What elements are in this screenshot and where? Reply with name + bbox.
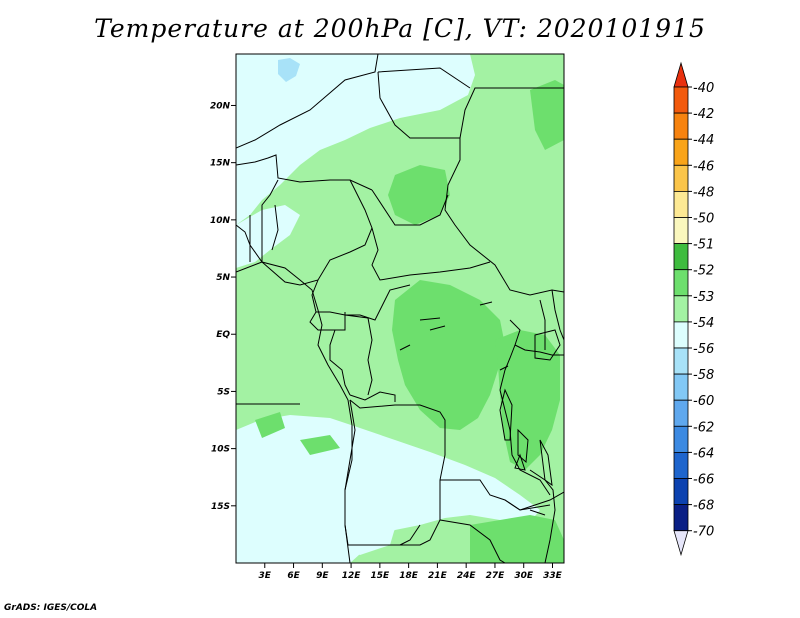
colorbar-label: -48 [693, 185, 714, 200]
lon-tick-label: 30E [514, 571, 534, 581]
field-region-52-west [255, 412, 285, 438]
colorbar-segment [673, 347, 689, 375]
colorbar-label: -68 [693, 499, 714, 514]
lake-chad [278, 58, 300, 82]
lat-tick-label: 20N [210, 101, 231, 111]
colorbar-segment [673, 217, 689, 245]
colorbar-segment [673, 269, 689, 297]
colorbar-label: -58 [693, 368, 714, 383]
colorbar-label: -51 [693, 238, 714, 253]
map-frame [235, 53, 565, 564]
lat-tick-label: 10S [211, 445, 230, 455]
lon-tick-label: 21E [428, 571, 448, 581]
chart-title: Temperature at 200hPa [C], VT: 202010191… [94, 14, 706, 43]
lat-tick-label: 5S [217, 387, 230, 397]
lon-tick-label: 12E [342, 571, 362, 581]
lon-tick-label: 24E [457, 571, 477, 581]
field-region-52-north [388, 165, 450, 225]
field-region-52-central [392, 280, 505, 430]
colorbar-segment [673, 373, 689, 401]
colorbar-segment [673, 86, 689, 114]
colorbar-top-arrow [673, 61, 689, 88]
field-region-52-northeast [530, 80, 564, 150]
colorbar-segment [673, 478, 689, 506]
colorbar-segment [673, 451, 689, 479]
lon-tick-label: 33E [543, 571, 563, 581]
colorbar-label: -44 [693, 133, 714, 148]
colorbar-label: -70 [693, 525, 714, 540]
lat-tick-label: 15N [210, 159, 231, 169]
lon-tick-label: 18E [399, 571, 419, 581]
colorbar-label: -62 [693, 420, 714, 435]
colorbar-label: -60 [693, 394, 714, 409]
colorbar-label: -56 [693, 342, 714, 357]
colorbar-segment [673, 399, 689, 427]
lon-tick-label: 15E [371, 571, 391, 581]
coastline [236, 224, 353, 563]
colorbar-label: -46 [693, 159, 714, 174]
footer-credit: GrADS: IGES/COLA [4, 603, 98, 613]
lon-tick-label: 6E [287, 571, 300, 581]
longitude-axis: 3E 6E 9E 12E 15E 18E 21E 24E 27E 30E 33E [259, 563, 563, 581]
lat-tick-label: 10N [210, 216, 231, 226]
lat-tick-label: 15S [211, 502, 230, 512]
country-borders [236, 54, 564, 563]
colorbar-label: -40 [693, 81, 714, 96]
colorbar-segment [673, 243, 689, 271]
colorbar-segment [673, 425, 689, 453]
lat-tick-label: 5N [216, 273, 230, 283]
field-region-54-north [236, 54, 475, 225]
map-field [236, 54, 564, 563]
lon-tick-label: 3E [259, 571, 272, 581]
field-region-54-west [236, 205, 300, 268]
colorbar-label: -54 [693, 316, 714, 331]
lon-tick-label: 27E [486, 571, 506, 581]
colorbar-label: -52 [693, 264, 714, 279]
lon-tick-label: 9E [316, 571, 329, 581]
colorbar-segment [673, 138, 689, 166]
colorbar-label: -66 [693, 473, 714, 488]
lake-outlines [399, 301, 561, 516]
colorbar-segment [673, 295, 689, 323]
colorbar-bottom-arrow [673, 530, 689, 557]
colorbar-segment [673, 321, 689, 349]
colorbar-label: -53 [693, 290, 714, 305]
colorbar-segment [673, 164, 689, 192]
colorbar-segment [673, 112, 689, 140]
latitude-axis: 20N 15N 10N 5N EQ 5S 10S 15S [210, 101, 236, 512]
colorbar-segment [673, 190, 689, 218]
colorbar-label: -50 [693, 212, 714, 227]
colorbar: -40 -42 -44 -46 -48 -50 -51 -52 -53 -54 -56 -58 -60 -… [673, 61, 714, 557]
field-region-52-southeast [470, 515, 564, 563]
field-region-52-east [495, 330, 560, 470]
field-region-52-west2 [300, 435, 340, 455]
colorbar-segment [673, 504, 689, 532]
lat-tick-label: EQ [216, 330, 230, 340]
colorbar-label: -42 [693, 107, 714, 122]
colorbar-label: -64 [693, 446, 714, 461]
